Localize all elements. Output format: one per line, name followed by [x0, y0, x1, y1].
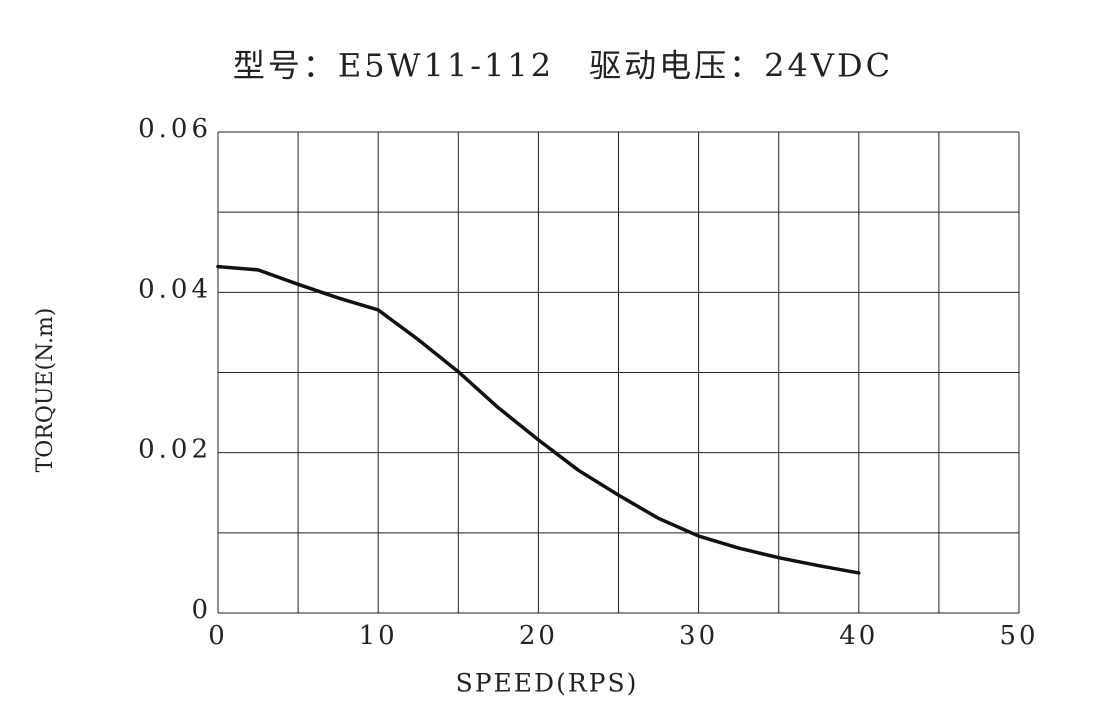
x-axis-label: SPEED(RPS): [456, 669, 639, 698]
y-tick-label: 0.06: [138, 114, 212, 144]
x-tick-label: 50: [999, 621, 1038, 651]
x-tick-label: 20: [519, 621, 558, 651]
y-tick-label: 0: [191, 595, 212, 625]
x-tick-label: 30: [679, 621, 718, 651]
y-tick-label: 0.04: [138, 274, 212, 304]
chart-title: 型号：E5W11-112 驱动电压：24VDC: [233, 47, 893, 85]
x-tick-label: 40: [839, 621, 878, 651]
x-tick-label: 10: [359, 621, 398, 651]
x-tick-label: 0: [208, 621, 228, 651]
torque-curve: [216, 264, 861, 575]
y-tick-label: 0.02: [138, 435, 212, 465]
y-axis-label: TORQUE(N.m): [33, 308, 58, 473]
